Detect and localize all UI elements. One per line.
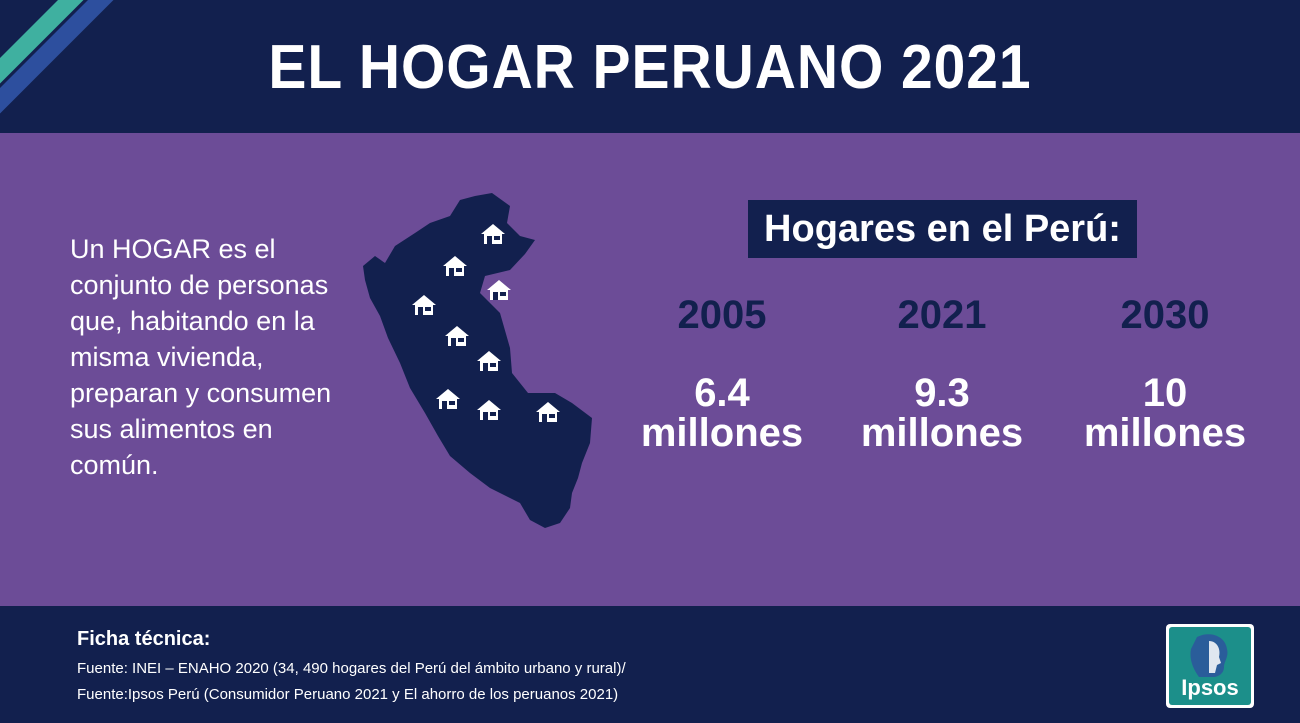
stat-year: 2030: [1120, 293, 1210, 337]
face-profile-icon: [1190, 634, 1228, 677]
definition-line: conjunto de personas: [70, 270, 329, 300]
source-line: Fuente: INEI – ENAHO 2020 (34, 490 hogar…: [77, 660, 626, 677]
definition-line: que, habitando en la: [70, 306, 315, 336]
logo-background: Ipsos: [1169, 627, 1251, 705]
definition-line: Un HOGAR es el: [70, 234, 276, 264]
definition-line: preparan y consumen: [70, 378, 332, 408]
logo-text: Ipsos: [1181, 675, 1239, 700]
source-line: Fuente:Ipsos Perú (Consumidor Peruano 20…: [77, 686, 619, 703]
house-icon: [487, 280, 511, 300]
stat-column-2005: 2005 6.4 millones: [612, 293, 832, 453]
page-title: EL HOGAR PERUANO 2021: [268, 33, 1032, 102]
footer: Ficha técnica: Fuente: INEI – ENAHO 2020…: [0, 606, 1300, 723]
stat-unit: millones: [860, 411, 1024, 455]
ipsos-logo: Ipsos: [1166, 624, 1254, 708]
hogar-definition: Un HOGAR es el conjunto de personas que,…: [70, 231, 360, 483]
stat-year: 2021: [897, 293, 987, 337]
main-panel: Un HOGAR es el conjunto de personas que,…: [0, 133, 1300, 606]
ficha-tecnica-title: Ficha técnica:: [77, 628, 211, 650]
definition-line: común.: [70, 450, 159, 480]
stat-column-2021: 2021 9.3 millones: [832, 293, 1052, 453]
header: EL HOGAR PERUANO 2021: [0, 0, 1300, 133]
peru-shape: [363, 193, 592, 528]
stat-value: 6.4: [694, 371, 750, 415]
stat-value: 10: [1142, 371, 1188, 415]
stat-unit: millones: [1083, 411, 1247, 455]
stat-year: 2005: [677, 293, 767, 337]
definition-line: misma vivienda,: [70, 342, 264, 372]
stat-unit: millones: [640, 411, 804, 455]
stat-value: 9.3: [914, 371, 970, 415]
stat-column-2030: 2030 10 millones: [1055, 293, 1275, 453]
hogares-label: Hogares en el Perú:: [748, 200, 1137, 258]
definition-line: sus alimentos en: [70, 414, 273, 444]
peru-map-icon: [363, 193, 592, 528]
